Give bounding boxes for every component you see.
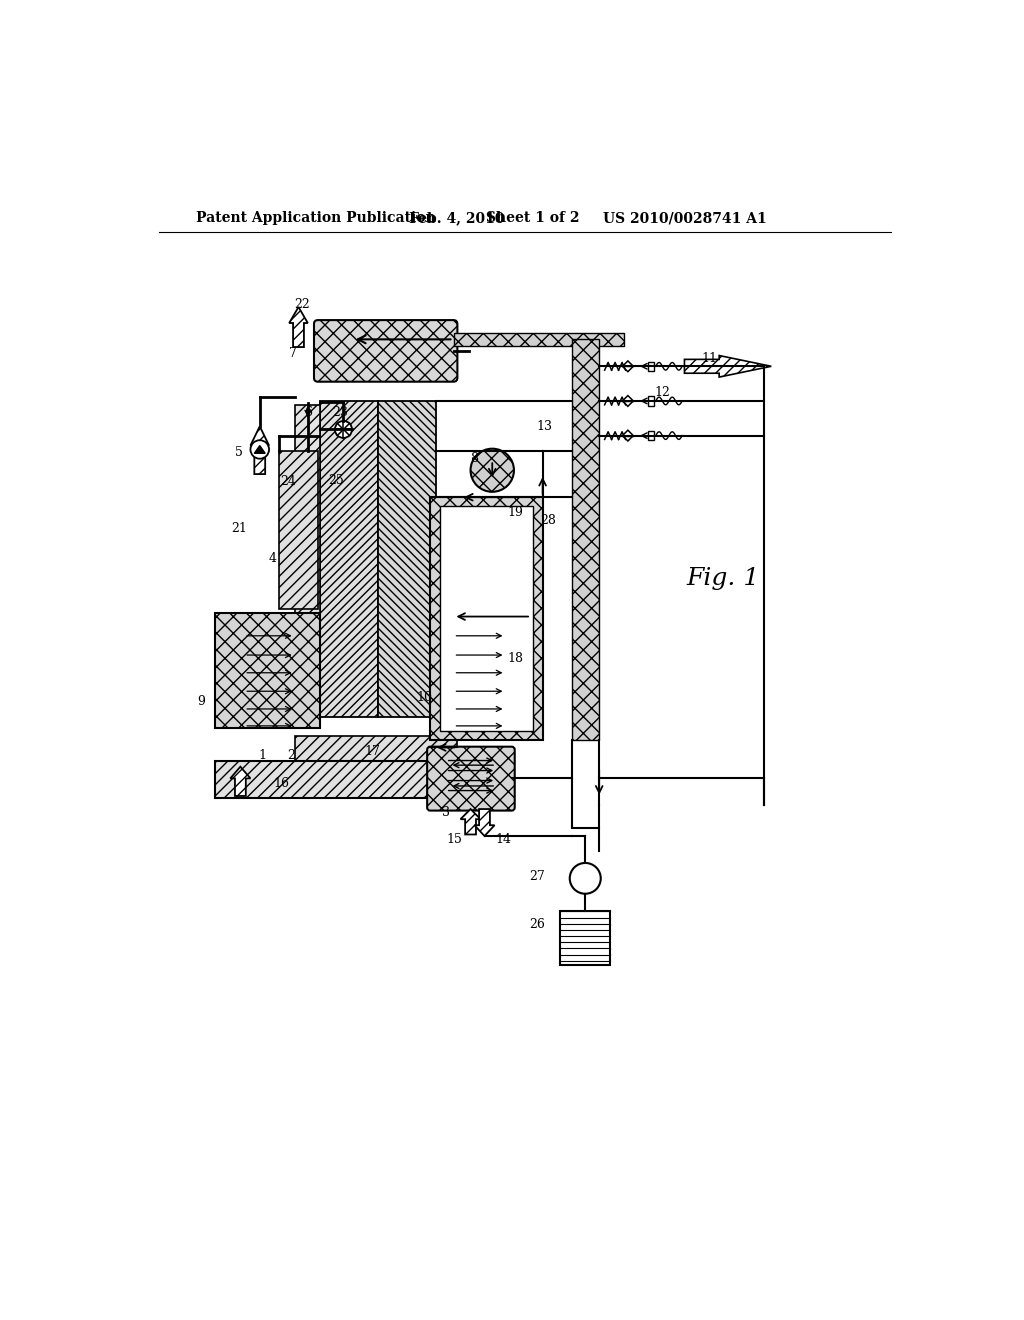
Bar xyxy=(572,339,599,739)
Polygon shape xyxy=(684,355,771,378)
Text: Patent Application Publication: Patent Application Publication xyxy=(197,211,436,226)
Polygon shape xyxy=(289,308,308,347)
Bar xyxy=(295,737,458,762)
Text: 16: 16 xyxy=(273,777,290,791)
Bar xyxy=(454,333,624,346)
Text: 7: 7 xyxy=(289,347,297,360)
Polygon shape xyxy=(623,360,633,372)
Circle shape xyxy=(335,421,352,438)
Text: 18: 18 xyxy=(508,652,523,665)
Text: 15: 15 xyxy=(446,833,463,846)
Text: 21: 21 xyxy=(230,521,247,535)
Text: 22: 22 xyxy=(295,298,310,312)
Polygon shape xyxy=(623,396,633,407)
Text: 11: 11 xyxy=(701,352,718,366)
Bar xyxy=(439,507,534,730)
Text: 9: 9 xyxy=(198,694,206,708)
Polygon shape xyxy=(461,809,480,834)
Text: 5: 5 xyxy=(234,446,243,459)
Polygon shape xyxy=(251,426,269,474)
Text: 24: 24 xyxy=(281,475,296,488)
Text: 6: 6 xyxy=(304,407,312,418)
Text: 2: 2 xyxy=(287,748,295,762)
Text: 28: 28 xyxy=(540,513,556,527)
Text: 10: 10 xyxy=(417,690,432,704)
Text: 1: 1 xyxy=(258,748,266,762)
Text: 19: 19 xyxy=(508,506,523,519)
Circle shape xyxy=(251,441,269,459)
Bar xyxy=(280,451,317,609)
Text: 4: 4 xyxy=(268,552,276,565)
Polygon shape xyxy=(623,430,633,441)
Bar xyxy=(435,612,506,729)
Text: US 2010/0028741 A1: US 2010/0028741 A1 xyxy=(603,211,767,226)
Circle shape xyxy=(471,449,514,492)
Polygon shape xyxy=(230,767,251,796)
Text: 3: 3 xyxy=(442,807,450,820)
Text: 17: 17 xyxy=(365,744,380,758)
FancyBboxPatch shape xyxy=(314,321,458,381)
Text: Sheet 1 of 2: Sheet 1 of 2 xyxy=(486,211,580,226)
Text: 14: 14 xyxy=(496,833,511,846)
Text: 13: 13 xyxy=(537,420,553,433)
Circle shape xyxy=(569,863,601,894)
Text: 12: 12 xyxy=(654,385,671,399)
Bar xyxy=(560,911,610,965)
Polygon shape xyxy=(474,809,495,836)
Text: Feb. 4, 2010: Feb. 4, 2010 xyxy=(410,211,505,226)
Bar xyxy=(430,498,543,739)
Bar xyxy=(648,362,654,371)
Bar xyxy=(648,430,654,441)
Bar xyxy=(215,612,321,729)
Bar xyxy=(648,396,654,405)
Text: 8: 8 xyxy=(470,453,478,465)
Bar xyxy=(215,762,432,797)
Bar xyxy=(321,401,378,717)
Text: Fig. 1: Fig. 1 xyxy=(686,566,759,590)
Text: 27: 27 xyxy=(529,870,545,883)
Bar xyxy=(378,401,436,717)
Polygon shape xyxy=(254,446,265,453)
Text: 26: 26 xyxy=(529,917,545,931)
Text: 23: 23 xyxy=(332,407,348,418)
Text: 25: 25 xyxy=(328,474,344,487)
FancyBboxPatch shape xyxy=(427,747,515,810)
Bar xyxy=(295,405,321,705)
